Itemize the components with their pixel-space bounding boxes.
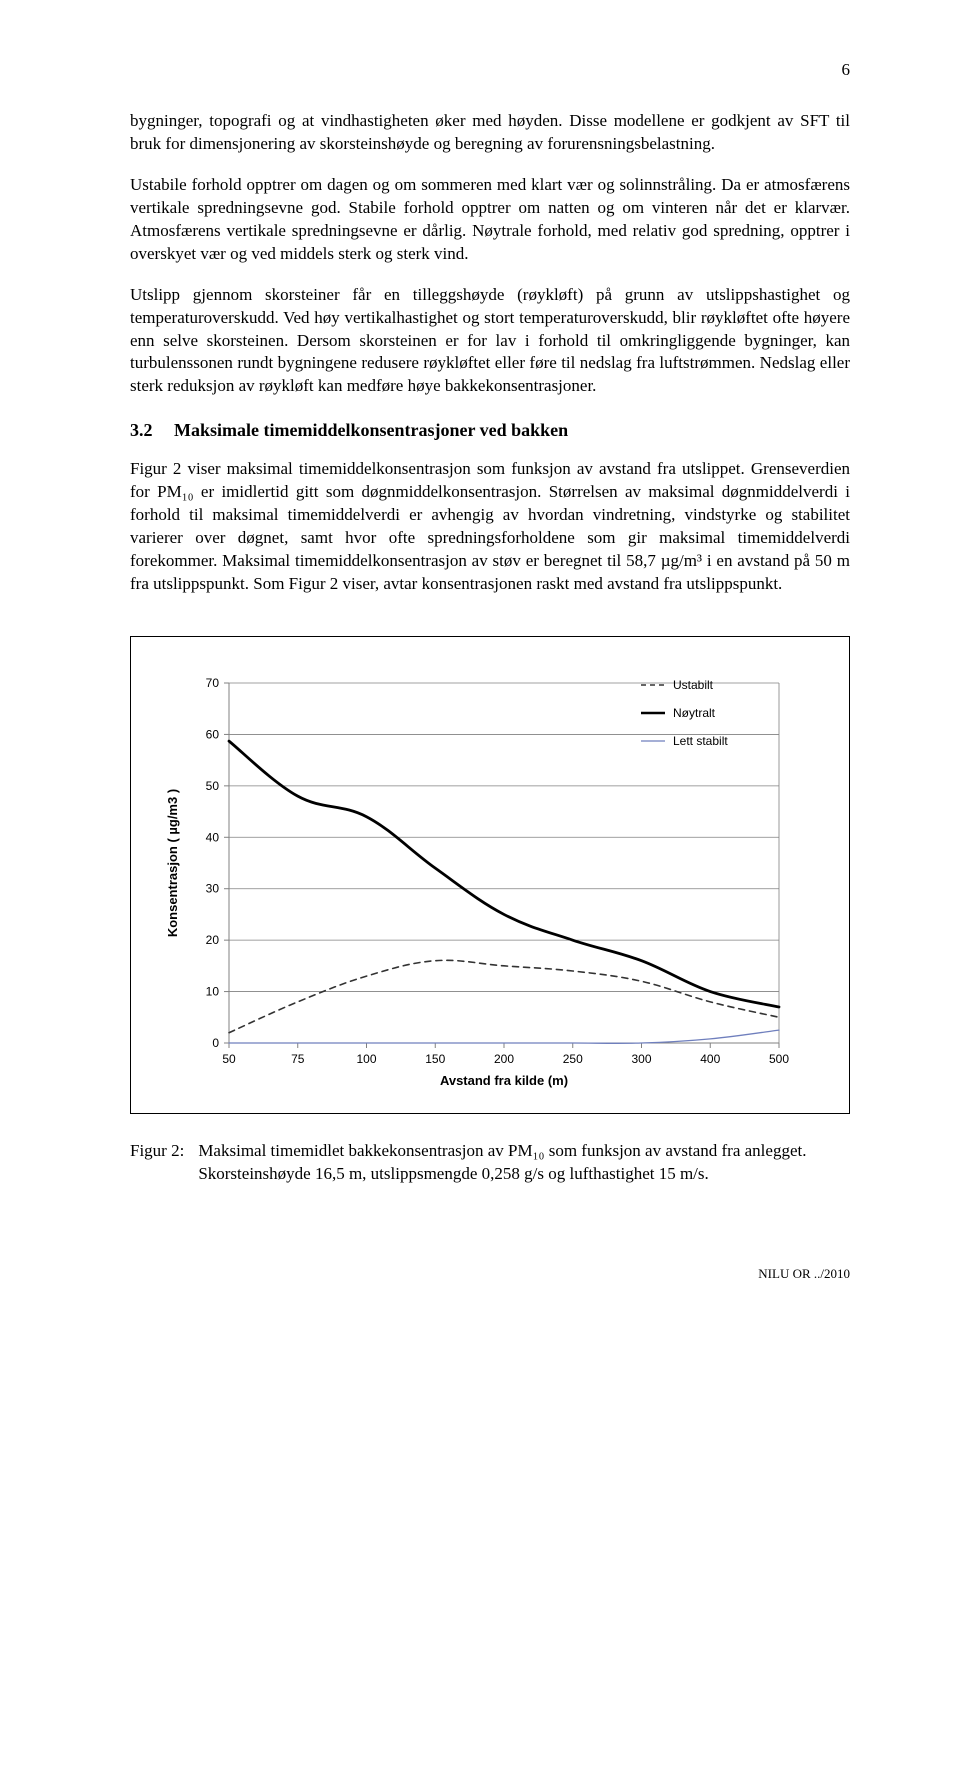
svg-text:40: 40 (206, 830, 220, 844)
svg-text:30: 30 (206, 882, 220, 896)
svg-text:Nøytralt: Nøytralt (673, 706, 716, 720)
svg-text:20: 20 (206, 933, 220, 947)
paragraph-4: Figur 2 viser maksimal timemiddelkonsent… (130, 458, 850, 596)
svg-text:Avstand fra kilde (m): Avstand fra kilde (m) (440, 1073, 568, 1088)
caption-text: Maksimal timemidlet bakkekonsentrasjon a… (198, 1140, 850, 1186)
page-number: 6 (130, 60, 850, 80)
paragraph-1: bygninger, topografi og at vindhastighet… (130, 110, 850, 156)
svg-text:500: 500 (769, 1052, 789, 1066)
section-heading: 3.2Maksimale timemiddelkonsentrasjoner v… (130, 420, 850, 441)
svg-text:0: 0 (212, 1036, 219, 1050)
paragraph-3: Utslipp gjennom skorsteiner får en tille… (130, 284, 850, 399)
svg-text:200: 200 (494, 1052, 514, 1066)
paragraph-2: Ustabile forhold opptrer om dagen og om … (130, 174, 850, 266)
svg-text:300: 300 (631, 1052, 651, 1066)
svg-text:Lett stabilt: Lett stabilt (673, 734, 728, 748)
svg-text:100: 100 (356, 1052, 376, 1066)
svg-text:50: 50 (206, 779, 220, 793)
caption-label: Figur 2: (130, 1140, 198, 1186)
svg-text:400: 400 (700, 1052, 720, 1066)
section-title: Maksimale timemiddelkonsentrasjoner ved … (174, 420, 568, 440)
svg-text:250: 250 (563, 1052, 583, 1066)
svg-text:Ustabilt: Ustabilt (673, 678, 714, 692)
svg-text:10: 10 (206, 985, 220, 999)
svg-text:70: 70 (206, 676, 220, 690)
chart-container: 0 10 20 30 40 50 60 70 50 75 100 150 200 250 300 400 500… (130, 636, 850, 1114)
svg-text:50: 50 (222, 1052, 236, 1066)
svg-text:Konsentrasjon ( µg/m3 ): Konsentrasjon ( µg/m3 ) (165, 789, 180, 937)
concentration-chart: 0 10 20 30 40 50 60 70 50 75 100 150 200 250 300 400 500… (151, 673, 791, 1093)
svg-text:75: 75 (291, 1052, 305, 1066)
svg-text:60: 60 (206, 727, 220, 741)
section-number: 3.2 (130, 420, 174, 441)
svg-text:150: 150 (425, 1052, 445, 1066)
figure-caption: Figur 2: Maksimal timemidlet bakkekonsen… (130, 1140, 850, 1186)
page-footer: NILU OR ../2010 (130, 1266, 850, 1282)
